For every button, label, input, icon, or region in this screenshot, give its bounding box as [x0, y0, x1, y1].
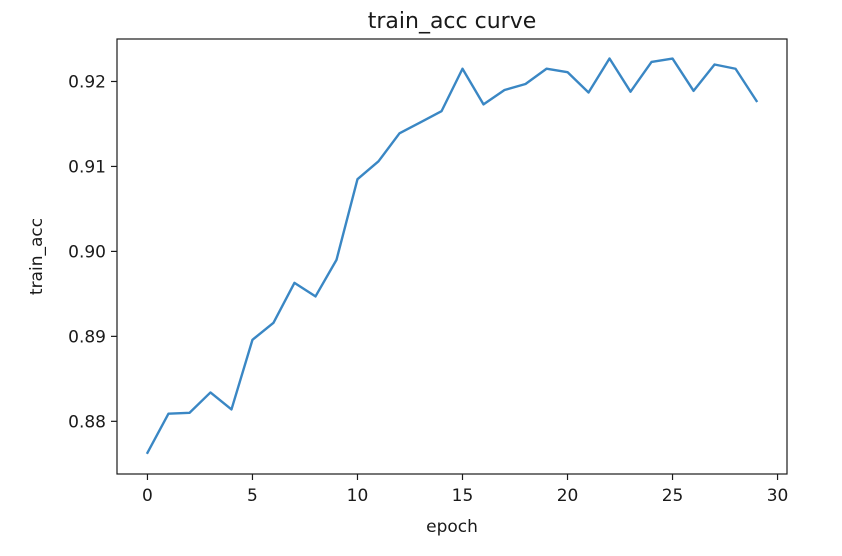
data-point — [356, 178, 358, 180]
data-point — [692, 90, 694, 92]
data-point — [293, 282, 295, 284]
data-point — [650, 61, 652, 63]
chart-title: train_acc curve — [368, 9, 537, 34]
data-point — [419, 121, 421, 123]
y-axis-label: train_acc — [27, 218, 47, 295]
x-tick-label: 5 — [247, 486, 258, 506]
data-point — [629, 90, 631, 92]
data-point — [503, 89, 505, 91]
data-point — [608, 57, 610, 59]
data-point — [461, 68, 463, 70]
data-point — [734, 68, 736, 70]
data-point — [671, 57, 673, 59]
data-point — [587, 91, 589, 93]
y-tick-label: 0.91 — [68, 157, 106, 177]
data-point — [209, 391, 211, 393]
data-point — [755, 100, 757, 102]
x-tick-label: 25 — [662, 486, 684, 506]
x-tick-label: 15 — [452, 486, 474, 506]
data-point — [230, 408, 232, 410]
series-line — [145, 57, 759, 455]
data-point — [272, 322, 274, 324]
plot-area: 0 5 10 15 20 25 30 0.88 0.89 0.90 0.91 0.92 — [68, 38, 789, 506]
data-point — [482, 103, 484, 105]
axes-frame — [116, 38, 788, 475]
data-point — [566, 71, 568, 73]
data-point — [440, 110, 442, 112]
data-point — [146, 452, 148, 454]
y-tick-label: 0.89 — [68, 327, 106, 347]
data-point — [377, 160, 379, 162]
data-point — [167, 412, 169, 414]
data-point — [524, 83, 526, 85]
x-tick-label: 0 — [142, 486, 153, 506]
data-point — [188, 412, 190, 414]
x-tick-label: 30 — [767, 486, 789, 506]
data-point — [335, 259, 337, 261]
y-tick-label: 0.92 — [68, 72, 106, 92]
data-point — [545, 68, 547, 70]
data-point — [398, 132, 400, 134]
data-point — [251, 339, 253, 341]
y-tick-label: 0.90 — [68, 242, 106, 262]
x-axis-label: epoch — [426, 517, 478, 537]
data-point — [713, 63, 715, 65]
data-point — [314, 295, 316, 297]
y-tick-label: 0.88 — [68, 412, 106, 432]
x-tick-label: 20 — [557, 486, 579, 506]
x-tick-label: 10 — [347, 486, 369, 506]
